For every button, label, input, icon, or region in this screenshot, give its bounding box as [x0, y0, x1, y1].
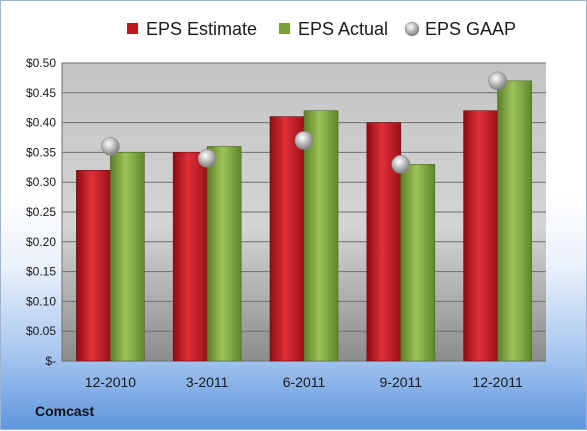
y-tick-label: $0.35 [26, 145, 56, 159]
eps-actual-bar [110, 152, 145, 362]
eps-actual-bar [206, 146, 242, 362]
company-label: Comcast [35, 403, 95, 419]
eps-actual-bar [303, 110, 339, 362]
eps-gaap-point [197, 149, 217, 168]
y-tick-label: $0.30 [26, 175, 56, 189]
eps-actual-bar [497, 80, 532, 362]
eps-gaap-point [391, 155, 411, 174]
eps-estimate-bar [463, 110, 498, 362]
legend-actual-label: EPS Actual [298, 19, 388, 39]
x-category-label: 12-2011 [472, 374, 523, 390]
y-tick-label: $0.15 [26, 265, 56, 279]
eps-actual-bar [400, 164, 436, 362]
eps-estimate-bar [172, 152, 208, 362]
eps-estimate-bar [269, 116, 305, 362]
y-tick-label: $- [45, 354, 56, 368]
eps-gaap-point [488, 71, 507, 91]
legend-estimate-label: EPS Estimate [146, 19, 257, 39]
eps-gaap-point [294, 131, 314, 150]
y-tick-label: $0.45 [26, 86, 56, 100]
y-tick-label: $0.25 [26, 205, 56, 219]
legend-gaap-swatch [404, 21, 420, 37]
y-tick-label: $0.50 [26, 56, 56, 70]
x-category-label: 9-2011 [380, 374, 423, 390]
y-tick-label: $0.40 [26, 116, 56, 130]
x-category-label: 6-2011 [283, 374, 326, 390]
eps-estimate-bar [76, 169, 111, 362]
y-tick-label: $0.05 [26, 324, 56, 338]
legend-actual-swatch [279, 23, 290, 34]
legend-gaap-label: EPS GAAP [425, 19, 516, 39]
x-category-label: 12-2010 [85, 374, 137, 390]
x-category-label: 3-2011 [186, 374, 229, 390]
legend-estimate-swatch [127, 23, 138, 34]
legend: EPS Estimate EPS Actual EPS GAAP [127, 19, 516, 39]
y-tick-label: $0.10 [26, 294, 56, 308]
eps-gaap-point [101, 137, 120, 156]
y-tick-label: $0.20 [26, 235, 56, 249]
